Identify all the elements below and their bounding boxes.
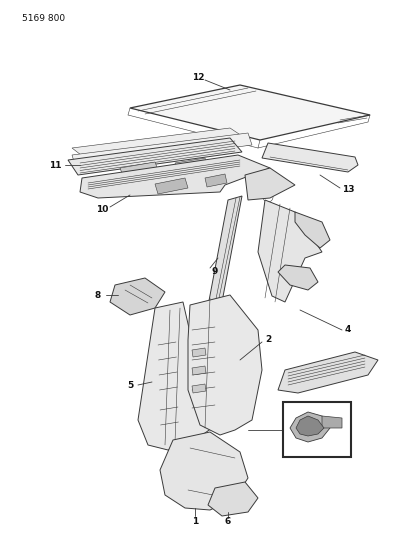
Polygon shape (192, 366, 206, 375)
Polygon shape (160, 432, 248, 510)
Text: 12: 12 (192, 74, 204, 83)
Polygon shape (130, 85, 370, 140)
Polygon shape (245, 168, 295, 200)
Polygon shape (155, 178, 188, 194)
Polygon shape (205, 174, 227, 187)
Text: 5169 800: 5169 800 (22, 14, 65, 23)
Text: 10: 10 (96, 206, 108, 214)
Polygon shape (68, 138, 242, 175)
Polygon shape (110, 278, 165, 315)
Polygon shape (262, 143, 358, 172)
Polygon shape (278, 265, 318, 290)
Polygon shape (192, 384, 206, 393)
Text: 3: 3 (337, 443, 343, 453)
Text: 1: 1 (192, 518, 198, 527)
Polygon shape (322, 416, 342, 428)
Polygon shape (192, 348, 206, 357)
Text: 4: 4 (345, 326, 351, 335)
Polygon shape (295, 212, 330, 248)
Text: 9: 9 (212, 268, 218, 277)
Polygon shape (80, 155, 270, 198)
Polygon shape (208, 482, 258, 516)
Polygon shape (72, 128, 248, 162)
Polygon shape (296, 416, 324, 436)
Text: 13: 13 (342, 185, 354, 195)
Bar (283, 402, 351, 457)
Polygon shape (120, 162, 158, 176)
Polygon shape (188, 295, 262, 435)
Text: 6: 6 (225, 518, 231, 527)
Polygon shape (290, 412, 330, 442)
Text: 5: 5 (127, 381, 133, 390)
Polygon shape (72, 133, 252, 168)
Text: 8: 8 (95, 290, 101, 300)
Text: 2: 2 (265, 335, 271, 344)
Polygon shape (138, 302, 212, 450)
Polygon shape (208, 196, 242, 306)
Polygon shape (258, 200, 322, 302)
Polygon shape (175, 158, 207, 170)
Text: 11: 11 (49, 160, 61, 169)
Polygon shape (278, 352, 378, 393)
